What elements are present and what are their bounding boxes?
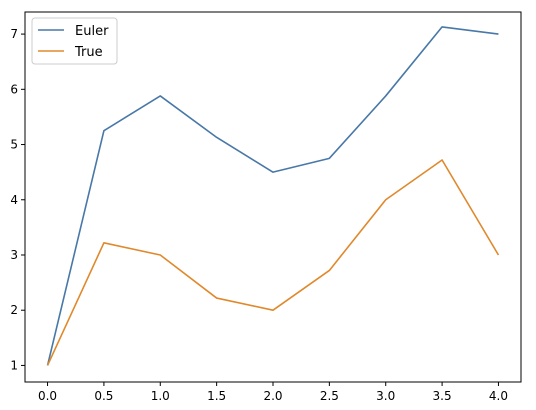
x-tick-label: 1.0 bbox=[151, 389, 170, 403]
legend-label-true: True bbox=[74, 45, 103, 60]
y-tick-label: 5 bbox=[10, 138, 18, 152]
x-tick-label: 0.0 bbox=[38, 389, 57, 403]
y-tick-label: 7 bbox=[10, 27, 18, 41]
series-layer bbox=[46, 26, 500, 366]
plot-area bbox=[25, 12, 521, 382]
y-tick-label: 1 bbox=[10, 358, 18, 372]
x-tick-label: 1.5 bbox=[207, 389, 226, 403]
plot-frame bbox=[24, 11, 522, 383]
y-tick-label: 3 bbox=[10, 248, 18, 262]
series-line-true bbox=[46, 159, 500, 366]
legend-label-euler: Euler bbox=[75, 24, 109, 39]
x-axis-ticks: 0.0 0.5 1.0 1.5 2.0 2.5 3.0 3.5 4.0 bbox=[38, 382, 508, 403]
x-tick-label: 3.5 bbox=[433, 389, 452, 403]
x-tick-label: 0.5 bbox=[94, 389, 113, 403]
y-axis-ticks: 1 2 3 4 5 6 7 bbox=[10, 27, 25, 372]
x-tick-label: 2.0 bbox=[263, 389, 282, 403]
y-tick-label: 4 bbox=[10, 193, 18, 207]
legend: Euler True bbox=[31, 17, 118, 65]
series-line-euler bbox=[46, 26, 499, 366]
x-tick-label: 4.0 bbox=[489, 389, 508, 403]
y-tick-label: 6 bbox=[10, 82, 18, 96]
x-tick-label: 3.0 bbox=[376, 389, 395, 403]
y-tick-label: 2 bbox=[10, 303, 18, 317]
x-tick-label: 2.5 bbox=[320, 389, 339, 403]
